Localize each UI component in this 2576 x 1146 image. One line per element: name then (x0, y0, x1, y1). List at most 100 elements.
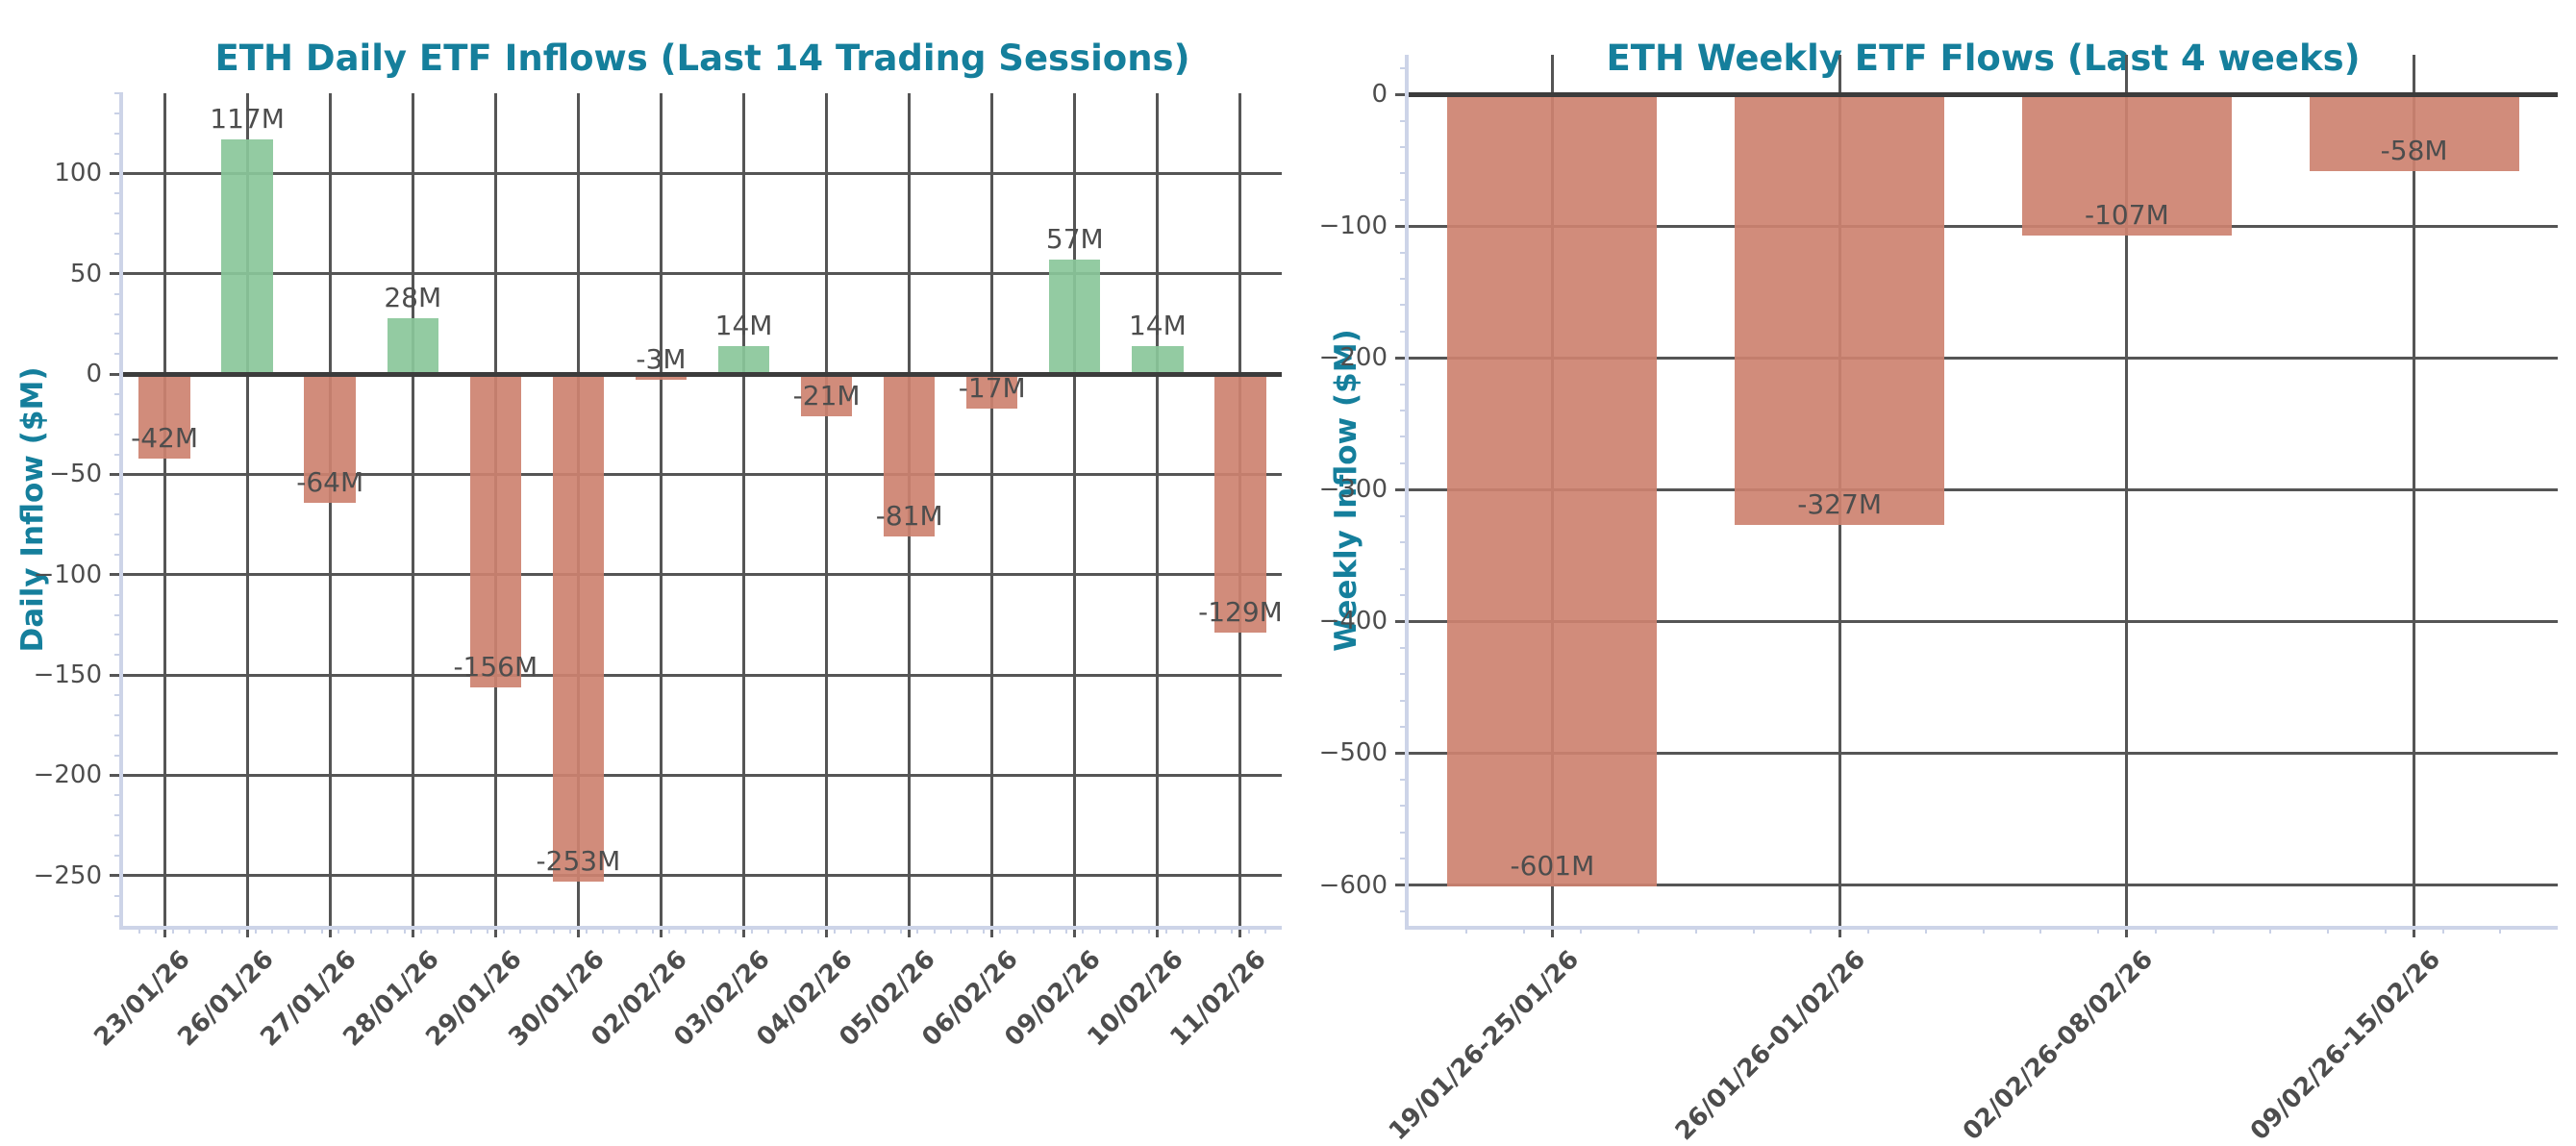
y-minor-tick (114, 353, 123, 356)
bar (221, 138, 273, 375)
y-tick-mark (110, 272, 123, 276)
y-minor-tick (114, 694, 123, 697)
y-minor-tick (114, 152, 123, 155)
x-minor-tick (883, 926, 886, 934)
h-gridline (1409, 487, 2558, 491)
y-tick-label: −100 (33, 560, 102, 589)
x-minor-tick (1464, 926, 1467, 934)
v-gridline (825, 93, 829, 926)
x-minor-tick (999, 926, 1002, 934)
y-tick-label: −400 (1318, 607, 1388, 636)
h-gridline (1409, 224, 2558, 228)
x-minor-tick (1049, 926, 1051, 934)
x-minor-tick (370, 926, 373, 934)
x-tick-mark (908, 926, 912, 937)
y-minor-tick (114, 754, 123, 757)
y-minor-tick (114, 613, 123, 616)
x-minor-tick (354, 926, 356, 934)
y-tick-mark (110, 171, 123, 175)
bar-value-label: -64M (296, 465, 364, 498)
x-tick-mark (1156, 926, 1160, 937)
x-minor-tick (586, 926, 588, 934)
x-minor-tick (221, 926, 224, 934)
y-tick-mark (1395, 356, 1409, 360)
y-tick-label: −250 (33, 860, 102, 890)
x-minor-tick (2499, 926, 2502, 934)
chart-title: ETH Daily ETF Inflows (Last 14 Trading S… (214, 37, 1190, 79)
bar-value-label: -81M (875, 500, 943, 533)
x-tick-mark (493, 926, 497, 937)
h-gridline (123, 773, 1282, 777)
x-minor-tick (1810, 926, 1813, 934)
x-minor-tick (767, 926, 770, 934)
x-tick-mark (245, 926, 249, 937)
plot-area: 0 −100 −200 −300 −400 −500 −600 -601M 19/01/26-2… (1319, 55, 2558, 1146)
x-minor-tick (2039, 926, 2042, 934)
x-tick-mark (990, 926, 994, 937)
x-tick-mark (1838, 926, 1841, 937)
y-tick-label: −200 (33, 760, 102, 790)
x-minor-tick (1231, 926, 1234, 934)
y-tick-mark (1395, 487, 1409, 491)
bar-value-label: -253M (536, 845, 621, 878)
y-tick-label: −50 (49, 460, 102, 489)
bar (883, 374, 936, 537)
y-minor-tick (1400, 778, 1409, 781)
v-gridline (2125, 55, 2129, 926)
y-tick-mark (110, 372, 123, 376)
bar (469, 374, 521, 687)
y-minor-tick (114, 252, 123, 255)
y-minor-tick (114, 433, 123, 436)
y-tick-mark (1395, 751, 1409, 755)
y-tick-mark (110, 472, 123, 476)
x-minor-tick (933, 926, 936, 934)
y-tick-label: −200 (1318, 343, 1388, 373)
x-minor-tick (403, 926, 406, 934)
bar (1447, 94, 1658, 886)
x-minor-tick (2384, 926, 2387, 934)
y-minor-tick (114, 634, 123, 636)
h-gridline (123, 874, 1282, 878)
x-minor-tick (304, 926, 307, 934)
bar-value-label: 117M (210, 102, 285, 135)
y-minor-tick (1400, 567, 1409, 570)
x-tick-mark (2413, 926, 2416, 937)
x-minor-tick (2269, 926, 2272, 934)
x-minor-tick (651, 926, 654, 934)
x-minor-tick (1015, 926, 1018, 934)
x-minor-tick (387, 926, 389, 934)
x-minor-tick (2154, 926, 2157, 934)
x-minor-tick (502, 926, 505, 934)
h-gridline (1409, 619, 2558, 623)
y-minor-tick (1400, 330, 1409, 333)
x-minor-tick (1032, 926, 1035, 934)
y-tick-label: −300 (1318, 475, 1388, 505)
y-minor-tick (1400, 172, 1409, 175)
y-minor-tick (1400, 436, 1409, 438)
y-minor-tick (114, 894, 123, 897)
v-gridline (2413, 55, 2416, 926)
y-minor-tick (1400, 66, 1409, 69)
bottom-axis-spine (1405, 926, 2558, 930)
x-minor-tick (635, 926, 638, 934)
y-minor-tick (1400, 726, 1409, 729)
y-tick-label: 50 (69, 259, 102, 288)
v-gridline (990, 93, 994, 926)
x-minor-tick (2097, 926, 2099, 934)
chart-title: ETH Weekly ETF Flows (Last 4 weeks) (1606, 37, 2361, 79)
x-minor-tick (602, 926, 605, 934)
h-gridline (123, 272, 1282, 276)
zero-line (1409, 91, 2558, 97)
h-gridline (123, 573, 1282, 577)
x-minor-tick (1982, 926, 1985, 934)
h-gridline (123, 171, 1282, 175)
y-minor-tick (114, 212, 123, 215)
x-minor-tick (1694, 926, 1697, 934)
y-tick-label: 0 (86, 360, 102, 389)
y-minor-tick (1400, 831, 1409, 834)
x-minor-tick (238, 926, 240, 934)
x-minor-tick (949, 926, 952, 934)
x-minor-tick (2441, 926, 2444, 934)
y-minor-tick (114, 794, 123, 797)
bar (1214, 374, 1266, 634)
